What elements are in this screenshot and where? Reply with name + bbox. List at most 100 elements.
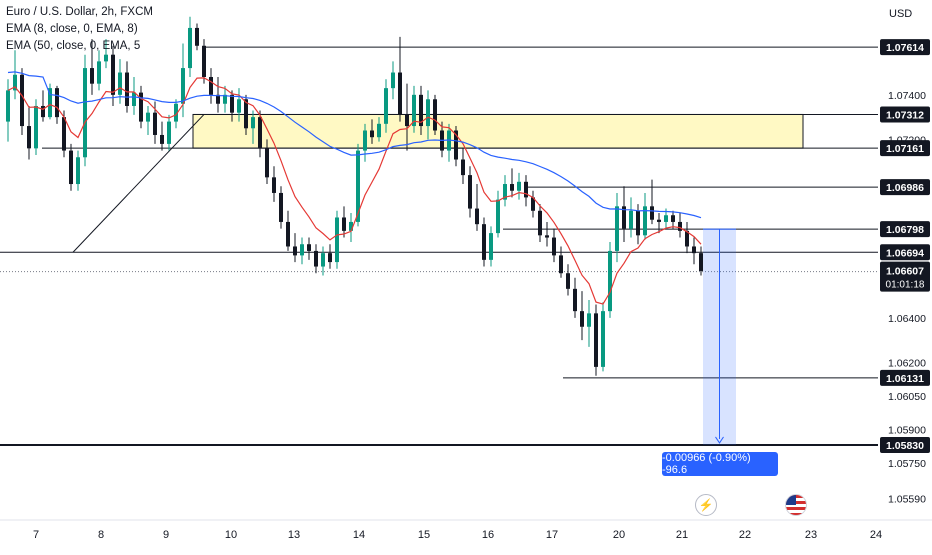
- candle-body: [125, 72, 129, 106]
- symbol-title: Euro / U.S. Dollar, 2h, FXCM: [6, 6, 153, 18]
- candle-body: [90, 68, 94, 84]
- candle-body: [496, 199, 500, 234]
- candle-body: [223, 94, 227, 104]
- resistance-zone: [192, 113, 804, 149]
- candle-body: [608, 250, 612, 312]
- candle-body: [552, 237, 556, 256]
- time-tick-label: 22: [739, 529, 751, 541]
- candle-body: [195, 27, 199, 46]
- candle-body: [34, 105, 38, 149]
- candle-body: [419, 94, 423, 127]
- price-tick-label: 1.05750: [888, 458, 926, 470]
- candle-body: [370, 130, 374, 138]
- price-tag: [880, 179, 930, 196]
- price-tag-label: 1.07161: [886, 143, 924, 155]
- time-tick-label: 8: [98, 529, 104, 541]
- price-tag: [880, 369, 930, 386]
- candle-body: [20, 74, 24, 127]
- candle-body: [692, 246, 696, 254]
- candle-body: [594, 313, 598, 367]
- current-price-label: 1.06607: [886, 266, 924, 278]
- candle-body: [69, 150, 73, 185]
- candle-body: [146, 112, 150, 122]
- us-flag-icon[interactable]: [785, 494, 807, 516]
- candle-body: [167, 121, 171, 144]
- time-tick-label: 21: [676, 529, 688, 541]
- candle-body: [573, 288, 577, 312]
- time-tick-label: 24: [870, 529, 882, 541]
- candle-body: [559, 255, 563, 274]
- candle-body: [517, 181, 521, 191]
- candle-body: [629, 210, 633, 229]
- candles: [6, 16, 703, 376]
- candle-body: [279, 192, 283, 222]
- candle-body: [62, 117, 66, 151]
- short-arrow-head: [715, 436, 724, 444]
- ema-slow-legend: EMA (50, close, 0, EMA, 5: [6, 40, 141, 52]
- candle-body: [139, 92, 143, 122]
- ema-fast-line: [7, 77, 702, 305]
- candle-body: [265, 148, 269, 178]
- candle-body: [188, 27, 192, 69]
- price-tag-label: 1.07614: [886, 42, 924, 54]
- candle-body: [510, 184, 514, 191]
- candle-body: [76, 157, 80, 185]
- candle-body: [48, 88, 52, 118]
- candle-body: [111, 54, 115, 95]
- candle-body: [622, 206, 626, 229]
- candle-body: [454, 130, 458, 160]
- price-tag-label: 1.06986: [886, 182, 924, 194]
- candle-body: [342, 217, 346, 231]
- candle-body: [153, 112, 157, 135]
- candle-body: [524, 181, 528, 198]
- price-tag: [880, 244, 930, 261]
- candle-body: [503, 184, 507, 200]
- price-tag: [880, 39, 930, 56]
- measure-tooltip: -0.00966 (-0.90%) -96.6: [662, 452, 778, 476]
- candle-body: [601, 311, 605, 367]
- flash-icon[interactable]: ⚡: [695, 494, 717, 516]
- price-tick-label: 1.06200: [888, 357, 926, 369]
- candle-body: [230, 94, 234, 113]
- trend-line: [72, 114, 205, 253]
- candle-body: [83, 68, 87, 158]
- currency-label: USD: [889, 8, 913, 20]
- candle-body: [258, 117, 262, 149]
- candle-body: [244, 99, 248, 129]
- candle-body: [657, 219, 661, 222]
- candle-body: [41, 105, 45, 118]
- candle-body: [251, 117, 255, 129]
- price-tag: [880, 106, 930, 123]
- time-tick-label: 20: [613, 529, 625, 541]
- time-tick-label: 7: [33, 529, 39, 541]
- price-tick-label: 1.05900: [888, 424, 926, 436]
- candle-body: [391, 72, 395, 89]
- time-tick-label: 17: [546, 529, 558, 541]
- time-tick-label: 15: [418, 529, 430, 541]
- candle-body: [650, 206, 654, 220]
- candle-body: [132, 92, 136, 106]
- candle-body: [202, 45, 206, 77]
- candle-body: [678, 221, 682, 231]
- candle-body: [13, 74, 17, 91]
- candle-body: [489, 233, 493, 260]
- candle-body: [55, 88, 59, 118]
- candle-body: [237, 99, 241, 113]
- candle-body: [384, 88, 388, 124]
- current-price-tag: [880, 261, 930, 292]
- candle-body: [664, 215, 668, 222]
- candle-body: [181, 68, 185, 104]
- candle-body: [300, 244, 304, 256]
- candle-body: [293, 246, 297, 256]
- time-tick-label: 14: [353, 529, 365, 541]
- candle-body: [545, 235, 549, 238]
- candle-body: [531, 197, 535, 211]
- candle-body: [27, 126, 31, 149]
- candle-body: [328, 253, 332, 263]
- candle-body: [335, 217, 339, 263]
- candle-body: [209, 76, 213, 95]
- candle-body: [433, 99, 437, 131]
- candle-body: [685, 230, 689, 247]
